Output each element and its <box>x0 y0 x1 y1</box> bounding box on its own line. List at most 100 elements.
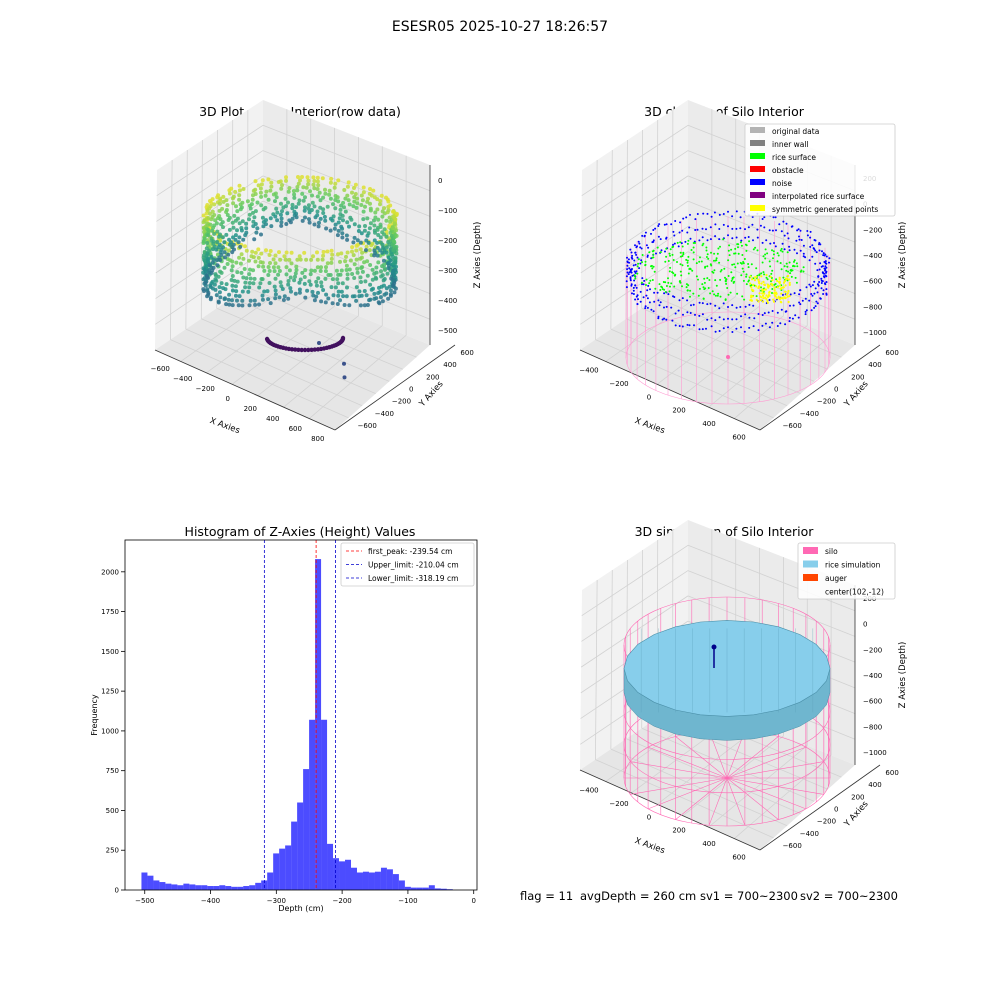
noise-point <box>678 325 681 327</box>
y-tick-label: 250 <box>106 847 119 855</box>
data-point <box>306 203 311 208</box>
data-point <box>232 213 237 218</box>
data-point <box>335 233 340 238</box>
rice-surface-point <box>660 285 663 288</box>
noise-point <box>641 277 644 280</box>
rice-surface-point <box>758 273 761 276</box>
data-point <box>240 200 245 205</box>
noise-point <box>822 275 825 278</box>
histogram-bar <box>171 884 178 890</box>
rice-surface-point <box>776 260 779 263</box>
rice-mesh <box>641 628 813 713</box>
data-point <box>266 197 271 202</box>
rice-surface-point <box>716 252 719 255</box>
data-point <box>254 230 259 235</box>
data-point <box>321 211 326 215</box>
noise-point <box>648 301 651 304</box>
data-point <box>290 216 295 221</box>
symmetric-point <box>773 289 776 292</box>
data-point <box>315 347 321 352</box>
histogram-bar <box>183 883 190 890</box>
noise-point <box>814 249 817 252</box>
noise-point <box>823 267 826 270</box>
grid-line <box>581 544 689 617</box>
data-point <box>368 263 373 267</box>
histogram-bar <box>327 843 334 890</box>
noise-point <box>674 324 677 327</box>
data-point <box>258 260 263 265</box>
rice-surface-point <box>770 272 773 275</box>
noise-point <box>796 252 798 255</box>
data-point <box>293 274 297 279</box>
noise-point <box>819 243 822 246</box>
rice-surface-point <box>704 287 707 290</box>
z-tick-label: −300 <box>438 267 457 275</box>
data-point <box>319 265 323 270</box>
data-point <box>224 232 229 237</box>
histogram-bar <box>147 875 154 890</box>
rice-surface-point <box>736 292 739 295</box>
data-point <box>276 272 281 277</box>
rice-surface-point <box>663 288 666 291</box>
data-point <box>328 196 333 201</box>
data-point <box>214 247 219 252</box>
chart-title: Histogram of Z-Axies (Height) Values <box>185 524 416 539</box>
noise-point <box>800 239 803 241</box>
data-point <box>316 276 321 281</box>
data-point <box>354 243 359 248</box>
data-point <box>347 202 352 207</box>
noise-point <box>825 266 828 269</box>
rice-surface-point <box>706 265 709 268</box>
rice-surface-point <box>786 251 789 254</box>
data-point <box>237 188 242 193</box>
rice-surface-point <box>686 289 689 292</box>
footer-sv2: sv2 = 700~2300 <box>800 889 898 903</box>
rice-surface-point <box>724 299 727 301</box>
x-tick-label: 600 <box>732 853 745 861</box>
noise-point <box>818 268 821 271</box>
rice-surface-point <box>715 284 718 287</box>
noise-point <box>649 288 651 291</box>
data-point <box>367 298 372 303</box>
noise-point <box>811 255 814 258</box>
data-point <box>278 280 283 285</box>
data-point <box>336 178 341 183</box>
plot-classify-3d: 3D classify of Silo Interior−400−2000200… <box>579 100 908 441</box>
y-tick-label: 0 <box>834 386 838 394</box>
histogram-bar <box>345 859 352 890</box>
data-point <box>315 179 320 184</box>
data-point <box>345 220 350 225</box>
rice-surface-point <box>745 244 748 247</box>
x-tick-label: 0 <box>471 897 475 905</box>
noise-point <box>629 248 632 251</box>
symmetric-point <box>774 291 777 294</box>
classified-points <box>625 210 831 359</box>
data-point <box>337 216 342 221</box>
histogram-bar <box>386 869 393 890</box>
noise-point <box>689 213 691 216</box>
data-point <box>376 217 381 222</box>
rice-surface-point <box>779 249 782 252</box>
data-point <box>247 285 252 290</box>
data-point <box>365 216 370 221</box>
rice-surface-point <box>764 253 767 256</box>
data-point <box>279 216 284 221</box>
rice-surface-point <box>648 282 651 285</box>
data-point <box>306 347 311 353</box>
data-point <box>237 221 242 226</box>
noise-point <box>802 252 805 255</box>
data-point <box>294 268 299 272</box>
rice-surface-point <box>748 279 750 282</box>
y-axis-label: Y Axies <box>842 379 871 410</box>
rice-surface-point <box>676 241 679 244</box>
symmetric-point <box>757 300 760 303</box>
silo-wire <box>726 761 824 779</box>
data-point <box>210 279 215 284</box>
noise-point <box>739 306 742 308</box>
plot-depth-histogram: Histogram of Z-Axies (Height) Values−500… <box>90 524 478 913</box>
data-point <box>216 299 221 304</box>
noise-point <box>690 304 692 307</box>
rice-surface-point <box>681 255 684 257</box>
rice-surface-point <box>687 284 690 287</box>
noise-point <box>804 297 807 300</box>
